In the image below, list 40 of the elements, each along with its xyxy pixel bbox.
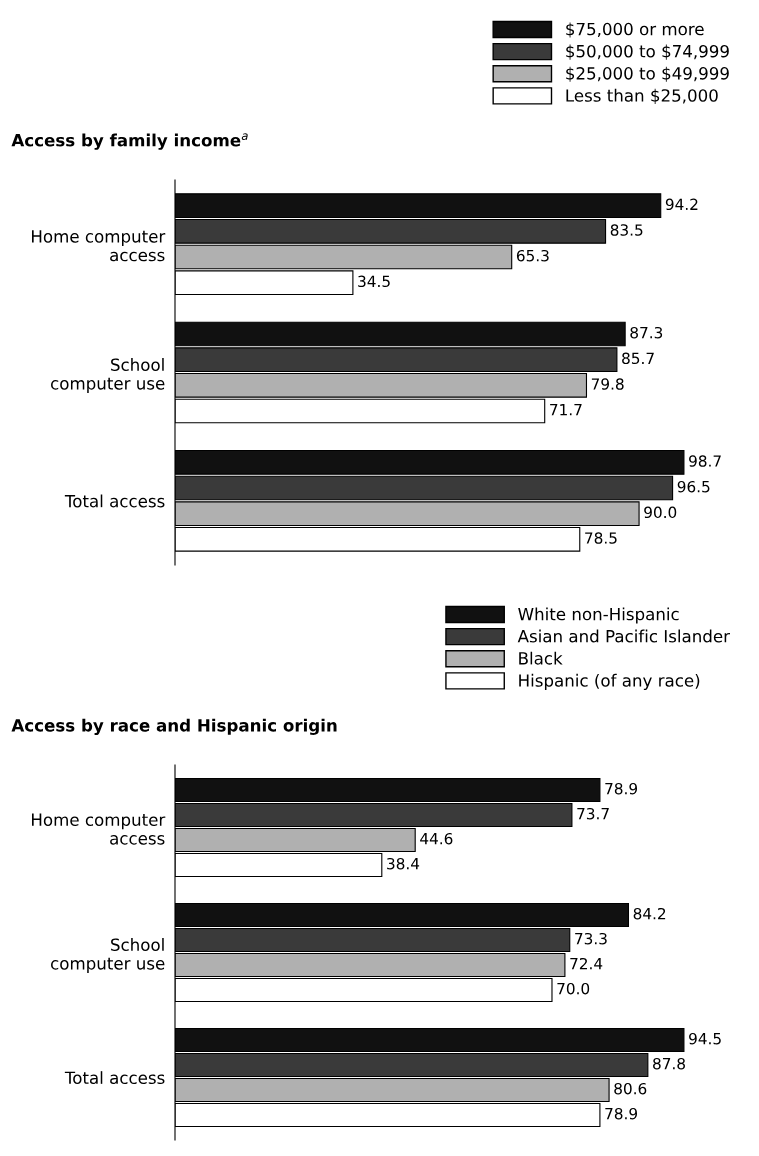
y-tick-label: School computer use <box>51 358 165 393</box>
data-label: 72.4 <box>570 957 603 970</box>
data-label: 80.6 <box>614 1082 647 1095</box>
data-label: 38.4 <box>387 857 420 870</box>
data-label: 87.8 <box>653 1057 685 1070</box>
legend-label: White non-Hispanic <box>518 607 679 624</box>
chart-title: Access by race and Hispanic origin <box>11 718 337 735</box>
data-label: 73.7 <box>577 807 609 820</box>
data-label: 44.6 <box>420 832 453 845</box>
legend-label: Black <box>519 651 563 665</box>
legend-label: $25,000 to $49,999 <box>566 66 729 82</box>
legend-label: Less than $25,000 <box>566 88 718 104</box>
data-label: 70.0 <box>557 982 590 995</box>
data-label: 78.5 <box>585 532 617 544</box>
y-tick-label: School computer use <box>51 938 165 973</box>
y-tick-label: Home computer access <box>32 230 166 262</box>
data-label: 90.0 <box>644 506 677 519</box>
data-label: 96.5 <box>677 480 710 493</box>
data-label: 78.9 <box>605 782 638 795</box>
data-label: 71.7 <box>550 404 582 416</box>
y-tick-label: Home computer access <box>32 813 166 845</box>
data-label: 94.5 <box>689 1032 721 1045</box>
data-label: 65.3 <box>516 249 549 262</box>
data-label: 87.3 <box>630 326 663 339</box>
data-label: 34.5 <box>358 275 390 288</box>
data-label: 73.3 <box>575 932 607 945</box>
data-label: 79.8 <box>591 378 624 390</box>
y-tick-label: Total access <box>64 494 165 508</box>
data-label: 94.2 <box>665 198 698 211</box>
legend-label: Hispanic (of any race) <box>519 673 700 690</box>
legend-label: $50,000 to $74,999 <box>566 44 729 60</box>
chart-title: Access by family income$^{a}$ <box>11 133 248 150</box>
data-label: 84.2 <box>633 907 666 920</box>
data-label: 85.7 <box>622 352 654 365</box>
y-tick-label: Total access <box>64 1071 165 1085</box>
data-label: 98.7 <box>689 455 721 467</box>
legend-label: $75,000 or more <box>566 22 704 38</box>
data-label: 78.9 <box>605 1107 638 1120</box>
data-label: 83.5 <box>610 224 643 236</box>
legend-label: Asian and Pacific Islander <box>517 629 730 643</box>
